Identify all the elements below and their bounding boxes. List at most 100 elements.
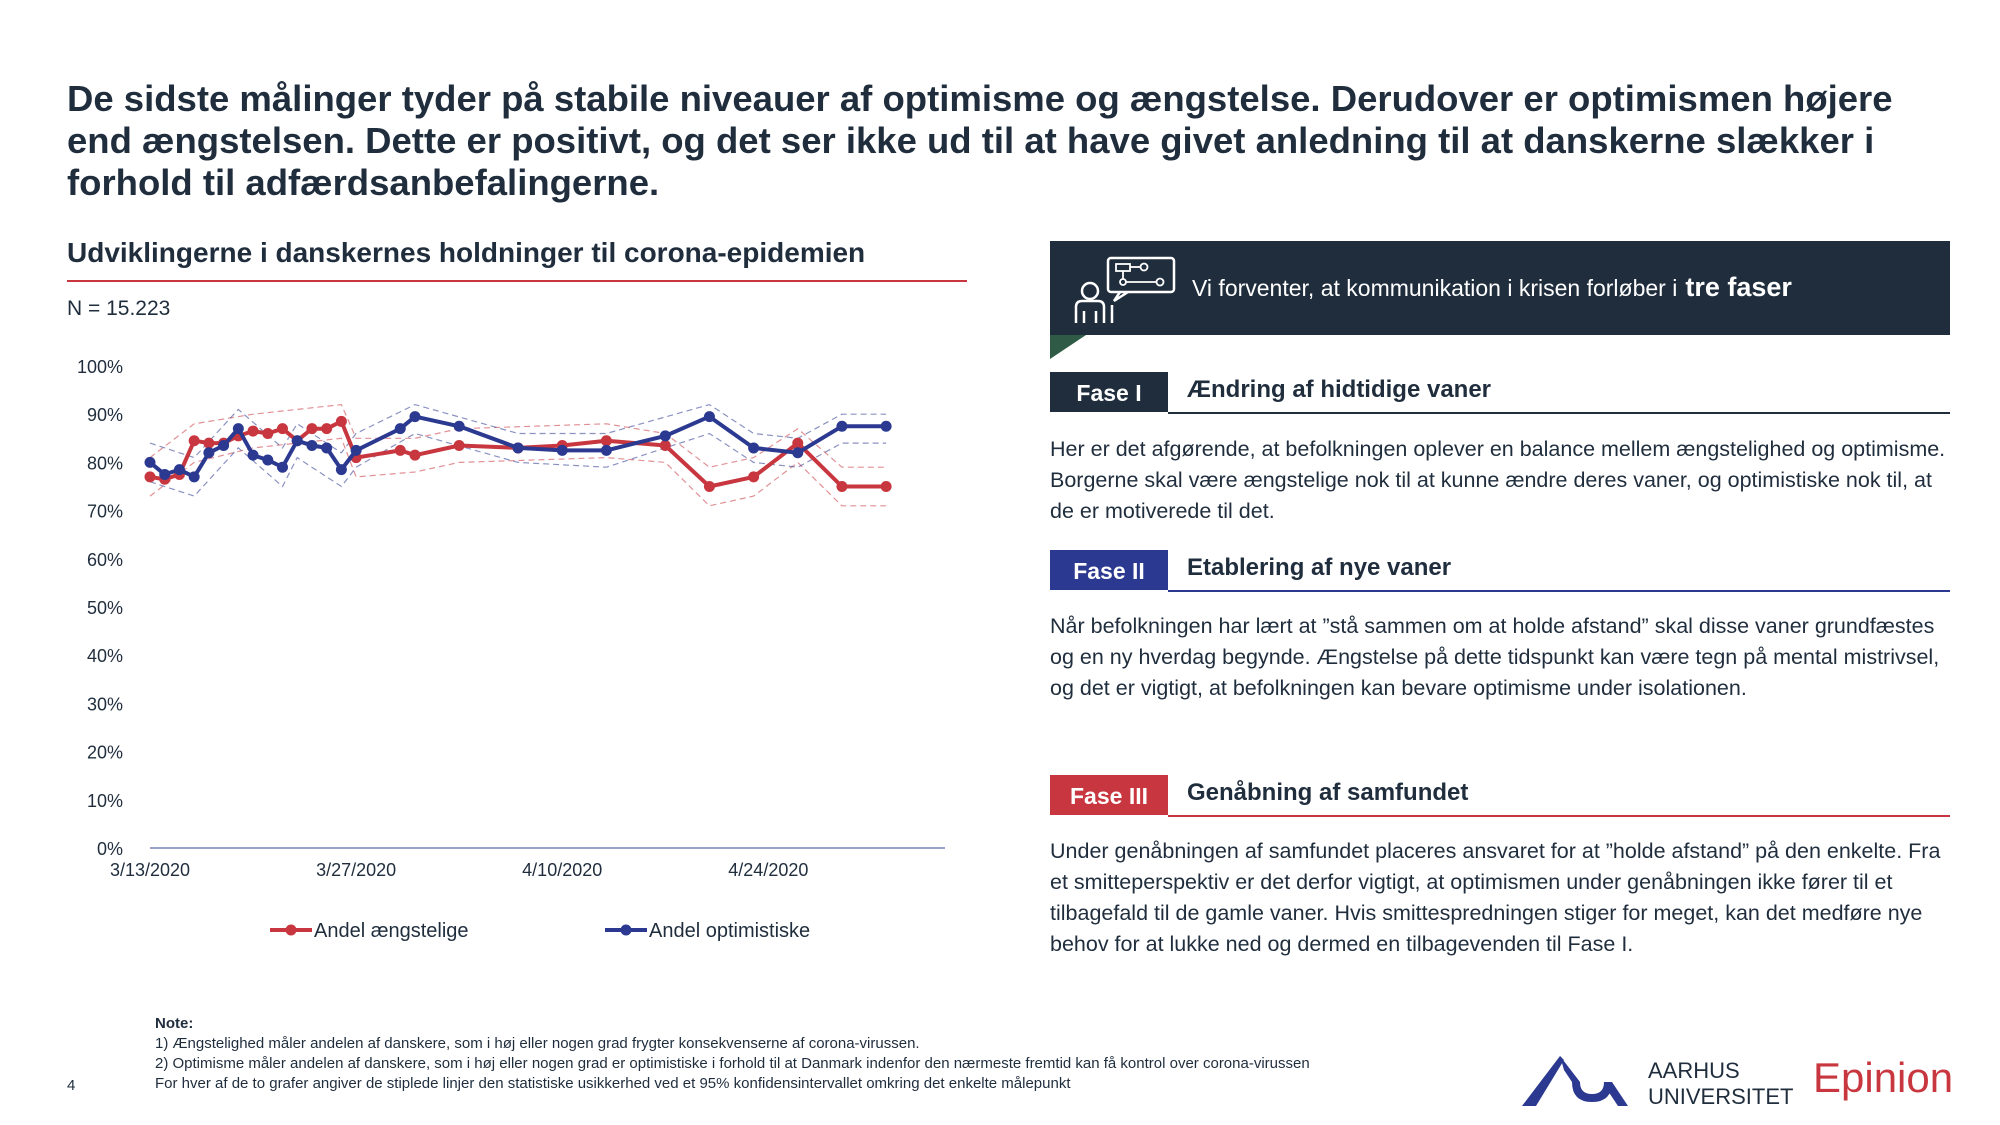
- phase-2-divider: [1168, 590, 1950, 592]
- data-point: [659, 440, 671, 452]
- presentation-icon: [1074, 256, 1176, 323]
- phase-1-header: Fase I Ændring af hidtidige vaner: [1050, 372, 1950, 414]
- banner-text: Vi forventer, at kommunikation i krisen …: [1192, 272, 1792, 303]
- data-point: [659, 430, 671, 442]
- data-point: [203, 447, 215, 459]
- data-point: [703, 411, 715, 423]
- au-line-2: UNIVERSITET: [1648, 1084, 1794, 1109]
- au-line-1: AARHUS: [1648, 1058, 1740, 1083]
- footnote-line: For hver af de to grafer angiver de stip…: [155, 1075, 1071, 1092]
- phase-1-badge: Fase I: [1050, 372, 1168, 412]
- legend-label: Andel optimistiske: [649, 920, 810, 942]
- phase-3-body: Under genåbningen af samfundet placeres …: [1050, 839, 1941, 956]
- y-tick-label: 40%: [87, 646, 123, 666]
- data-point: [277, 461, 288, 473]
- data-point: [335, 464, 347, 476]
- phase-2-header: Fase II Etablering af nye vaner: [1050, 550, 1950, 592]
- data-point: [453, 420, 465, 432]
- x-tick-label: 3/13/2020: [110, 860, 190, 880]
- data-point: [394, 444, 406, 456]
- headline: De sidste målinger tyder på stabile nive…: [67, 78, 1893, 203]
- data-point: [218, 440, 230, 452]
- legend-marker: [620, 924, 632, 936]
- y-tick-label: 0%: [97, 839, 123, 859]
- chart-title-divider: [67, 280, 967, 282]
- data-point: [792, 447, 804, 459]
- phase-2-badge: Fase II: [1050, 550, 1168, 590]
- data-point: [321, 423, 333, 435]
- phase-3-header: Fase III Genåbning af samfundet: [1050, 775, 1950, 817]
- aarhus-university-logo-icon: [1522, 1056, 1628, 1106]
- data-point: [836, 481, 848, 492]
- phases-banner: Vi forventer, at kommunikation i krisen …: [1050, 241, 1950, 335]
- footnote-line: 1) Ængstelighed måler andelen af dansker…: [155, 1035, 920, 1052]
- data-point: [350, 444, 362, 456]
- data-point: [144, 471, 156, 483]
- data-point: [188, 435, 200, 447]
- confidence-upper-line: [149, 403, 887, 459]
- data-point: [748, 471, 760, 483]
- footnote: Note: 1) Ængstelighed måler andelen af d…: [155, 1014, 1310, 1094]
- series-2-main: [144, 411, 892, 483]
- phase-1-body: Her er det afgørende, at befolkningen op…: [1050, 437, 1946, 523]
- y-tick-label: 80%: [87, 453, 123, 473]
- phase-3-badge: Fase III: [1050, 775, 1168, 815]
- y-tick-label: 30%: [87, 694, 123, 714]
- data-point: [321, 442, 333, 454]
- data-point: [188, 471, 200, 483]
- y-tick-label: 50%: [87, 598, 123, 618]
- data-point: [409, 411, 421, 423]
- y-tick-label: 90%: [87, 405, 123, 425]
- chart-title: Udviklingerne i danskernes holdninger ti…: [67, 237, 866, 268]
- data-point: [144, 456, 156, 468]
- data-point: [792, 437, 804, 449]
- aarhus-university-wordmark: AARHUS UNIVERSITET: [1648, 1058, 1793, 1110]
- data-point: [394, 423, 406, 435]
- confidence-lower-line: [149, 437, 887, 507]
- banner-text-regular: Vi forventer, at kommunikation i krisen …: [1192, 275, 1678, 301]
- phase-2-title: Etablering af nye vaner: [1187, 554, 1452, 581]
- banner-tail: [1050, 335, 1086, 359]
- phase-2-body: Når befolkningen har lært at ”stå sammen…: [1050, 614, 1940, 700]
- series-2: [149, 403, 887, 497]
- data-point: [247, 449, 259, 461]
- phase-3-divider: [1168, 815, 1950, 817]
- data-point: [306, 423, 318, 435]
- y-tick-label: 10%: [87, 791, 123, 811]
- data-point: [600, 444, 612, 456]
- page-number: 4: [67, 1077, 76, 1094]
- data-point: [203, 437, 215, 449]
- legend-label: Andel ængstelige: [314, 920, 469, 942]
- series-line: [149, 419, 887, 489]
- data-point: [556, 444, 568, 456]
- data-point: [703, 481, 715, 492]
- phase-1-divider: [1168, 412, 1950, 414]
- line-chart: 0% 10% 20% 30% 40% 50% 60% 70% 80% 90% 100% 3/13/20…: [77, 357, 945, 942]
- data-point: [880, 420, 892, 432]
- data-point: [748, 442, 760, 454]
- data-point: [409, 449, 421, 461]
- data-point: [173, 464, 185, 476]
- data-point: [600, 435, 612, 447]
- y-tick-label: 70%: [87, 502, 123, 522]
- data-point: [247, 425, 259, 437]
- x-tick-label: 4/24/2020: [728, 860, 808, 880]
- x-tick-label: 4/10/2020: [522, 860, 602, 880]
- data-point: [262, 427, 274, 439]
- footnote-title: Note:: [155, 1015, 194, 1032]
- data-point: [159, 468, 171, 480]
- series-1: [149, 403, 887, 507]
- x-tick-label: 3/27/2020: [316, 860, 396, 880]
- banner-text-bold: tre faser: [1685, 272, 1792, 302]
- data-point: [262, 454, 274, 466]
- phase-3-title: Genåbning af samfundet: [1187, 779, 1469, 806]
- y-tick-label: 60%: [87, 550, 123, 570]
- confidence-lower-line: [149, 432, 887, 497]
- data-point: [880, 481, 892, 492]
- data-point: [335, 415, 347, 427]
- y-tick-label: 100%: [77, 357, 123, 377]
- phase-1-title: Ændring af hidtidige vaner: [1187, 376, 1492, 403]
- footnote-line: 2) Optimisme måler andelen af danskere, …: [155, 1055, 1310, 1072]
- sample-size-label: N = 15.223: [67, 297, 171, 320]
- data-point: [277, 423, 288, 435]
